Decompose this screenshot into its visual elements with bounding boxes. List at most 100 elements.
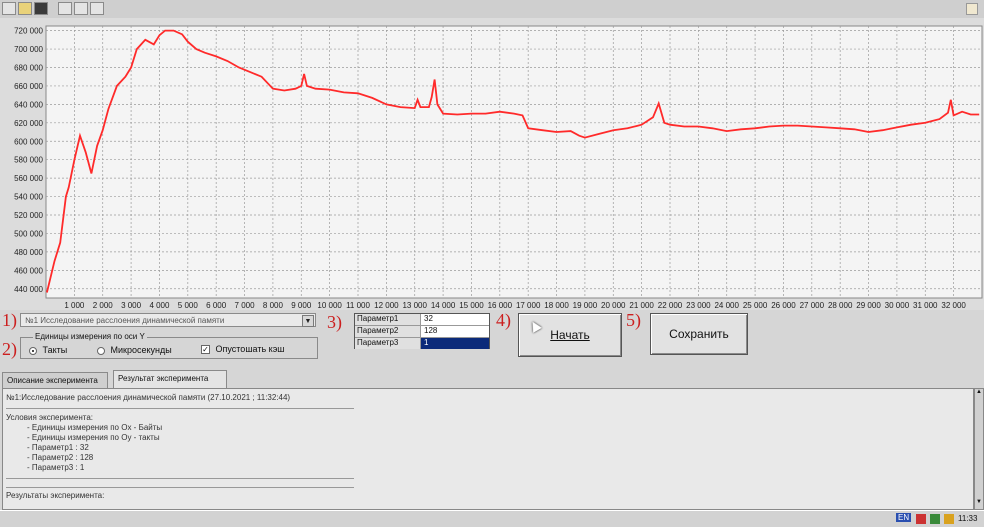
taskbar: EN 11:33: [0, 510, 984, 527]
save-button[interactable]: Сохранить: [650, 313, 748, 355]
x-tick-label: 32 000: [941, 301, 966, 310]
param-row: Параметр2 128: [355, 326, 489, 338]
new-icon[interactable]: [2, 2, 16, 15]
x-tick-label: 15 000: [459, 301, 484, 310]
clear-cache-checkbox[interactable]: ✓ Опустошать кэш: [201, 344, 285, 355]
param-name: Параметр3: [355, 338, 421, 349]
y-tick-label: 680 000: [14, 63, 43, 72]
start-button-label: Начать: [550, 328, 590, 342]
y-tick-label: 560 000: [14, 174, 43, 183]
plot-area: [45, 25, 983, 299]
x-tick-label: 2 000: [93, 301, 114, 310]
divider: [6, 408, 354, 409]
param-row: Параметр3 1: [355, 338, 489, 349]
param-name: Параметр1: [355, 314, 421, 325]
language-indicator[interactable]: EN: [896, 513, 912, 522]
x-tick-label: 20 000: [601, 301, 626, 310]
x-tick-label: 12 000: [374, 301, 399, 310]
condition-line: - Единицы измерения по Oy - такты: [27, 433, 160, 442]
y-tick-label: 520 000: [14, 211, 43, 220]
chevron-down-icon[interactable]: ▼: [302, 315, 314, 327]
param-value-input[interactable]: 32: [424, 314, 433, 323]
start-button[interactable]: Начать: [518, 313, 622, 357]
experiment-select-value: №1 Исследование расслоения динамической …: [25, 316, 225, 325]
clear-cache-label: Опустошать кэш: [215, 344, 285, 354]
window-icon[interactable]: [58, 2, 72, 15]
scroll-down-icon[interactable]: ▼: [976, 499, 982, 505]
list-icon[interactable]: [74, 2, 88, 15]
tab-results-label: Результат эксперимента: [118, 374, 209, 383]
x-tick-label: 23 000: [686, 301, 711, 310]
param-name: Параметр2: [355, 326, 421, 337]
x-tick-label: 19 000: [573, 301, 598, 310]
toolbar: [0, 0, 984, 19]
x-tick-label: 24 000: [714, 301, 739, 310]
checkmark-icon[interactable]: ✓: [201, 345, 210, 355]
params-table: Параметр1 32 Параметр2 128 Параметр3 1: [354, 313, 490, 349]
tray-icon[interactable]: [930, 514, 940, 524]
clock: 11:33: [958, 514, 978, 523]
condition-line: - Параметр1 : 32: [27, 443, 89, 452]
tab-description[interactable]: Описание эксперимента: [2, 372, 108, 388]
x-tick-label: 14 000: [431, 301, 456, 310]
x-tick-label: 11 000: [346, 301, 370, 310]
x-tick-label: 22 000: [658, 301, 683, 310]
y-tick-label: 640 000: [14, 100, 43, 109]
x-tick-label: 9 000: [291, 301, 312, 310]
x-tick-label: 16 000: [488, 301, 513, 310]
split-icon[interactable]: [90, 2, 104, 15]
scroll-up-icon[interactable]: ▲: [976, 389, 982, 395]
radio-ticks-icon[interactable]: [29, 346, 37, 355]
radio-microseconds[interactable]: Микросекунды: [97, 345, 172, 355]
help-icon[interactable]: [966, 3, 978, 15]
x-tick-label: 27 000: [800, 301, 825, 310]
save-icon[interactable]: [34, 2, 48, 15]
save-button-label: Сохранить: [669, 327, 729, 341]
y-units-group: Единицы измерения по оси Y Такты Микросе…: [20, 332, 318, 359]
x-tick-label: 5 000: [178, 301, 199, 310]
divider: [6, 478, 354, 479]
x-tick-label: 26 000: [771, 301, 796, 310]
x-tick-label: 4 000: [149, 301, 170, 310]
param-value-input[interactable]: 1: [421, 338, 489, 349]
marker-5: 5): [626, 310, 641, 330]
x-tick-label: 18 000: [544, 301, 569, 310]
radio-ticks-label: Такты: [42, 345, 68, 355]
x-tick-label: 3 000: [121, 301, 142, 310]
y-units-legend: Единицы измерения по оси Y: [33, 332, 147, 341]
param-value-input[interactable]: 128: [424, 326, 438, 335]
x-tick-label: 30 000: [885, 301, 910, 310]
y-tick-label: 500 000: [14, 229, 43, 238]
tray-icon[interactable]: [944, 514, 954, 524]
condition-line: - Параметр2 : 128: [27, 453, 94, 462]
x-tick-label: 10 000: [317, 301, 342, 310]
x-tick-label: 7 000: [235, 301, 256, 310]
x-tick-label: 8 000: [263, 301, 284, 310]
param-row: Параметр1 32: [355, 314, 489, 326]
y-tick-label: 540 000: [14, 193, 43, 202]
y-tick-label: 700 000: [14, 45, 43, 54]
tab-results[interactable]: Результат эксперимента: [113, 370, 227, 388]
conditions-title: Условия эксперимента:: [6, 413, 94, 422]
radio-microseconds-label: Микросекунды: [110, 345, 172, 355]
results-title: Результаты эксперимента:: [6, 491, 105, 500]
radio-ticks[interactable]: Такты: [29, 345, 67, 355]
x-tick-label: 13 000: [402, 301, 427, 310]
experiment-select[interactable]: №1 Исследование расслоения динамической …: [20, 313, 316, 327]
marker-4: 4): [496, 310, 511, 330]
x-tick-label: 1 000: [64, 301, 85, 310]
y-tick-label: 660 000: [14, 82, 43, 91]
marker-3: 3): [327, 312, 342, 332]
marker-1: 1): [2, 310, 17, 330]
results-textarea[interactable]: №1:Исследование расслоения динамической …: [2, 388, 974, 510]
radio-microseconds-icon[interactable]: [97, 346, 105, 355]
tray-icon[interactable]: [916, 514, 926, 524]
series-line: [46, 29, 980, 293]
x-tick-label: 31 000: [913, 301, 938, 310]
y-tick-label: 580 000: [14, 156, 43, 165]
results-scrollbar[interactable]: ▲ ▼: [974, 388, 984, 510]
open-icon[interactable]: [18, 2, 32, 15]
divider: [6, 487, 354, 488]
y-tick-label: 460 000: [14, 266, 43, 275]
y-tick-label: 440 000: [14, 285, 43, 294]
